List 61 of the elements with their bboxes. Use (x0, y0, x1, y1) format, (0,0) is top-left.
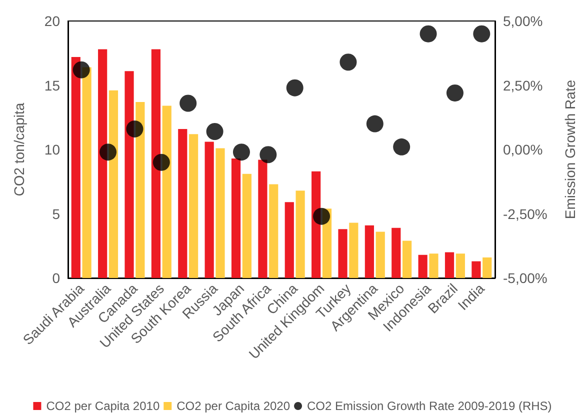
y-tick-label: 0 (52, 270, 60, 286)
bar (402, 240, 412, 278)
y2-tick-label: -2,50% (503, 206, 548, 222)
bar (204, 142, 214, 278)
y-tick-label: 15 (44, 77, 60, 94)
y-tick-label: 20 (44, 13, 60, 29)
y-axis-title: CO2 ton/capita (11, 102, 27, 196)
y2-tick-label: 0,00% (503, 142, 543, 158)
bar (482, 257, 492, 278)
point (232, 144, 250, 161)
point (366, 115, 384, 132)
y2-tick-label: 2,50% (503, 77, 543, 94)
y-tick-label: 10 (44, 142, 60, 158)
bar (456, 254, 465, 278)
point (72, 61, 90, 78)
bar (231, 158, 241, 278)
y2-tick-label: 5,00% (503, 13, 543, 29)
bar (269, 184, 278, 278)
point (180, 94, 197, 112)
point (206, 123, 224, 140)
bar (71, 56, 80, 278)
point (152, 154, 170, 171)
point (313, 208, 330, 225)
bar (444, 252, 454, 278)
legend-label: CO2 per Capita 2010 (46, 399, 160, 413)
bar (189, 134, 198, 278)
bar (178, 128, 188, 278)
y2-axis-title: Emission Growth Rate (562, 80, 578, 220)
legend-label: CO2 Emission Growth Rate 2009-2019 (RHS) (307, 399, 552, 413)
point (340, 54, 357, 71)
bar (98, 49, 108, 278)
bar (258, 160, 268, 278)
bar (216, 148, 225, 278)
bar (338, 229, 348, 278)
bar (429, 254, 438, 278)
point (473, 25, 490, 42)
y-tick-label: 5 (52, 206, 60, 222)
bar (418, 254, 428, 278)
point (446, 84, 464, 102)
bar (349, 222, 358, 278)
y2-tick-label: -5,00% (503, 270, 548, 286)
point (100, 144, 117, 161)
bar (376, 232, 385, 278)
point (393, 138, 410, 156)
bar (296, 190, 305, 278)
bar (242, 174, 252, 278)
bar (472, 261, 481, 278)
bar (136, 102, 145, 278)
point (420, 25, 437, 42)
bar (364, 225, 374, 278)
bar (151, 49, 160, 278)
legend-label: CO2 per Capita 2020 (176, 399, 290, 413)
bar (124, 71, 134, 278)
point (260, 146, 277, 164)
bar (392, 228, 401, 278)
bar (108, 90, 118, 278)
bar (162, 106, 172, 278)
point (286, 79, 304, 96)
bar (82, 67, 92, 278)
point (126, 120, 144, 138)
bar (284, 202, 294, 278)
